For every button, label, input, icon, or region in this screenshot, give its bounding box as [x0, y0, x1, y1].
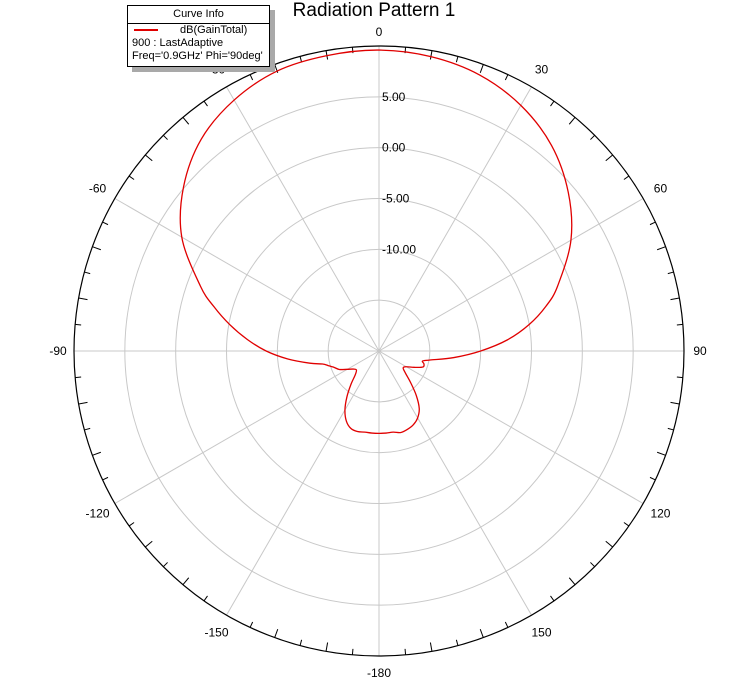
- angular-grid-spoke: [114, 350, 380, 504]
- angular-minor-tick: [78, 401, 88, 405]
- angular-minor-tick: [667, 271, 674, 275]
- angular-minor-tick: [274, 628, 279, 638]
- legend-header: Curve Info: [128, 6, 269, 24]
- angular-minor-tick: [92, 246, 102, 251]
- angular-minor-tick: [623, 522, 630, 527]
- angular-minor-tick: [299, 639, 303, 646]
- angular-minor-tick: [623, 175, 630, 180]
- radial-tick-label: 0.00: [382, 141, 406, 155]
- angular-minor-tick: [351, 47, 354, 54]
- outer-boundary-circle: [73, 45, 685, 657]
- angular-grid-spoke: [226, 86, 380, 352]
- angular-minor-tick: [145, 540, 153, 548]
- angular-minor-tick: [78, 297, 88, 301]
- angle-tick-label: 60: [654, 182, 668, 196]
- angular-minor-tick: [676, 323, 683, 326]
- angular-minor-tick: [404, 648, 407, 655]
- legend-series-label: dB(GainTotal): [180, 24, 248, 36]
- angular-minor-tick: [667, 427, 674, 431]
- angular-minor-tick: [649, 476, 656, 481]
- angle-tick-label: 120: [650, 507, 670, 521]
- chart-title: Radiation Pattern 1: [292, 0, 456, 21]
- gain-total-curve: [179, 49, 573, 435]
- angular-minor-tick: [479, 628, 484, 638]
- angular-minor-tick: [145, 154, 153, 162]
- angular-minor-tick: [162, 134, 168, 140]
- angular-minor-tick: [590, 562, 596, 568]
- angular-minor-tick: [649, 221, 656, 226]
- angle-tick-label: 0: [376, 25, 383, 39]
- angular-minor-tick: [299, 56, 303, 63]
- radial-tick-label: -5.00: [382, 192, 410, 206]
- legend-info-line-1: 900 : LastAdaptive: [132, 37, 224, 49]
- angular-minor-tick: [351, 648, 354, 655]
- angular-minor-tick: [75, 376, 82, 379]
- angular-minor-tick: [605, 154, 613, 162]
- angular-grid-spoke: [226, 350, 380, 616]
- grid-layer: [73, 45, 685, 657]
- angular-minor-tick: [325, 642, 329, 652]
- angular-minor-tick: [75, 323, 82, 326]
- angular-minor-tick: [84, 427, 91, 431]
- angular-minor-tick: [92, 451, 102, 456]
- axis-labels: 0306090120150-180-150-120-90-60-30-10.00…: [49, 25, 707, 680]
- angular-minor-tick: [182, 577, 190, 585]
- angular-minor-tick: [84, 271, 91, 275]
- angular-ticks: [75, 47, 683, 655]
- angular-grid-spoke: [378, 350, 644, 504]
- angular-minor-tick: [550, 595, 555, 602]
- angular-minor-tick: [128, 522, 135, 527]
- angular-grid-spoke: [378, 198, 644, 352]
- angular-minor-tick: [656, 246, 666, 251]
- angular-minor-tick: [249, 74, 254, 81]
- angular-minor-tick: [429, 642, 433, 652]
- angle-tick-label: -180: [367, 666, 391, 680]
- angular-minor-tick: [676, 376, 683, 379]
- angular-minor-tick: [162, 562, 168, 568]
- angular-minor-tick: [102, 221, 109, 226]
- angular-minor-tick: [590, 134, 596, 140]
- angular-minor-tick: [203, 595, 208, 602]
- angular-minor-tick: [182, 117, 190, 125]
- angular-grid-spoke: [378, 350, 532, 616]
- angular-minor-tick: [429, 50, 433, 60]
- angular-minor-tick: [504, 74, 509, 81]
- angular-minor-tick: [605, 540, 613, 548]
- angular-minor-tick: [102, 476, 109, 481]
- angle-tick-label: 90: [693, 344, 707, 358]
- angular-minor-tick: [670, 297, 680, 301]
- angular-minor-tick: [455, 639, 459, 646]
- series-layer: [179, 49, 573, 435]
- angular-minor-tick: [568, 117, 576, 125]
- angular-minor-tick: [504, 621, 509, 628]
- legend-series-row: dB(GainTotal): [128, 24, 269, 37]
- angle-tick-label: -90: [49, 344, 67, 358]
- angle-tick-label: 30: [535, 63, 549, 77]
- radial-tick-label: 5.00: [382, 90, 406, 104]
- angular-minor-tick: [568, 577, 576, 585]
- angular-minor-tick: [656, 451, 666, 456]
- angular-minor-tick: [550, 100, 555, 107]
- angular-grid-spoke: [114, 198, 380, 352]
- angular-grid-spoke: [378, 86, 532, 352]
- angular-minor-tick: [128, 175, 135, 180]
- angle-tick-label: -120: [86, 507, 110, 521]
- angle-tick-label: -60: [89, 182, 107, 196]
- angular-minor-tick: [203, 100, 208, 107]
- angular-minor-tick: [249, 621, 254, 628]
- angular-minor-tick: [670, 401, 680, 405]
- angular-minor-tick: [479, 64, 484, 74]
- curve-info-legend: Curve Info dB(GainTotal) 900 : LastAdapt…: [127, 5, 270, 67]
- angle-tick-label: -150: [204, 625, 228, 639]
- legend-info-line-2: Freq='0.9GHz' Phi='90deg': [132, 50, 263, 62]
- angular-minor-tick: [455, 56, 459, 63]
- legend-line-swatch: [134, 29, 158, 32]
- angle-tick-label: 150: [531, 625, 551, 639]
- radial-tick-label: -10.00: [382, 242, 416, 256]
